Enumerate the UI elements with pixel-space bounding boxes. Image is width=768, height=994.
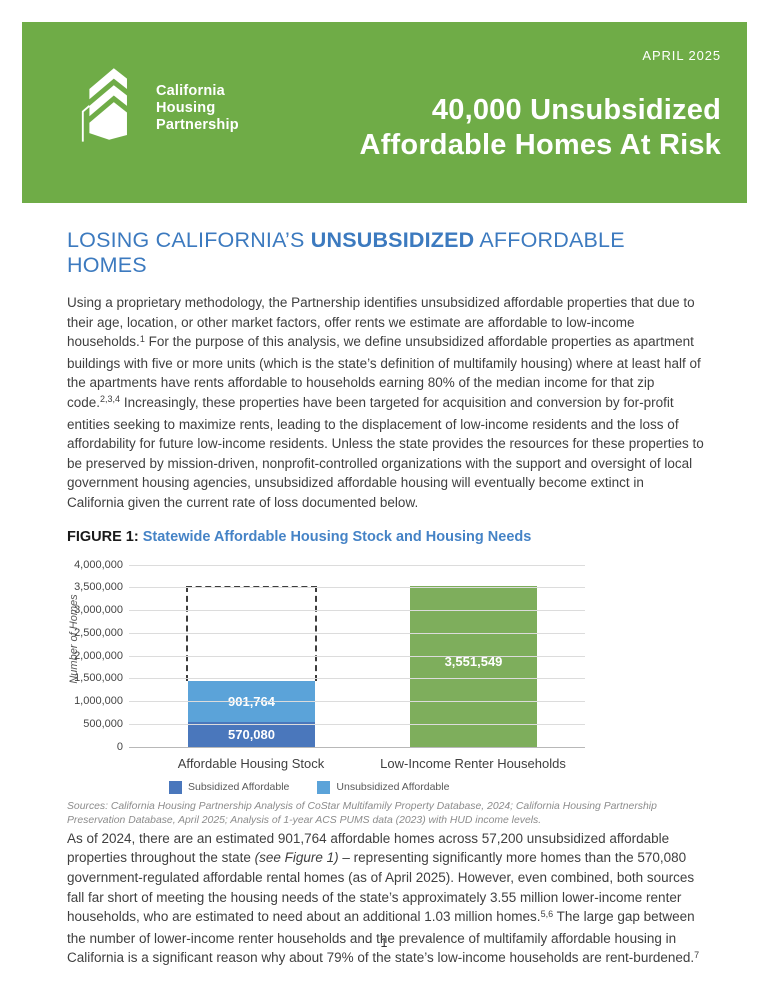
legend-item-subsidized: Subsidized Affordable (169, 780, 290, 794)
logo-line-1: California (156, 83, 225, 99)
page-content: LOSING CALIFORNIA’S UNSUBSIDIZED AFFORDA… (67, 228, 704, 970)
y-tick-label: 500,000 (83, 717, 123, 730)
legend-item-unsubsidized: Unsubsidized Affordable (317, 780, 450, 794)
chart-plot: 570,080 901,764 3,551,549 (129, 564, 585, 748)
footnote-ref-1: 1 (139, 333, 145, 344)
report-title-line-2: Affordable Homes At Risk (359, 129, 721, 161)
paragraph-1: Using a proprietary methodology, the Par… (67, 293, 704, 513)
footnote-ref-2-3-4: 2,3,4 (100, 394, 121, 405)
y-tick-label: 2,000,000 (74, 649, 123, 662)
legend-label-subsidized: Subsidized Affordable (188, 781, 290, 794)
page-number: 1 (380, 936, 388, 950)
figure-label: FIGURE 1: (67, 528, 139, 545)
heading-pre: LOSING CALIFORNIA’S (67, 228, 311, 252)
chart-legend: Subsidized Affordable Unsubsidized Affor… (169, 780, 450, 794)
gridline (129, 655, 585, 657)
para1-seg3: Increasingly, these properties have been… (67, 394, 704, 510)
bar-value-subsidized: 570,080 (228, 727, 275, 743)
para2-seg1: As of 2024, there are an estimated 901,7… (67, 830, 670, 866)
para2-seg3: The large gap between the number of lowe… (67, 909, 695, 966)
chp-logo: California Housing Partnership (80, 66, 239, 142)
sources-note: Sources: California Housing Partnership … (67, 800, 657, 827)
report-title: 40,000 Unsubsidized Affordable Homes At … (360, 93, 721, 163)
para1-seg1: Using a proprietary methodology, the Par… (67, 295, 695, 350)
gridline (129, 723, 585, 725)
bar-value-low-income: 3,551,549 (444, 653, 503, 669)
report-title-line-1: 40,000 Unsubsidized (431, 94, 721, 126)
para2-figure-reference: (see Figure 1) (254, 850, 339, 866)
para1-seg2: For the purpose of this analysis, we def… (67, 334, 701, 410)
y-tick-label: 3,500,000 (74, 581, 123, 594)
gridline (129, 632, 585, 634)
bar-low-income-households: 3,551,549 (410, 585, 537, 748)
header-banner: APRIL 2025 California Housing Partnershi… (22, 22, 747, 203)
chp-logo-text: California Housing Partnership (156, 83, 239, 134)
legend-swatch-unsubsidized (317, 780, 331, 794)
gridline (129, 610, 585, 612)
legend-swatch-subsidized (169, 780, 182, 794)
y-tick-label: 1,500,000 (74, 672, 123, 685)
gridline (129, 701, 585, 703)
figure-caption: FIGURE 1: Statewide Affordable Housing S… (67, 529, 704, 545)
y-tick-label: 3,000,000 (74, 604, 123, 617)
gridline (129, 746, 585, 748)
gridline (129, 564, 585, 566)
chp-logo-icon (80, 66, 142, 142)
logo-line-3: Partnership (156, 117, 239, 133)
logo-line-2: Housing (156, 100, 216, 116)
gridline (129, 587, 585, 589)
issue-date: APRIL 2025 (642, 48, 721, 63)
y-tick-label: 4,000,000 (74, 558, 123, 571)
footnote-ref-5-6: 5,6 (540, 908, 554, 919)
footnote-ref-7: 7 (694, 949, 700, 960)
heading-bold: UNSUBSIDIZED (310, 228, 475, 252)
figure-1-chart: Number of Homes 570,080 901,764 3,551,54… (67, 557, 704, 794)
bar-segment-subsidized: 570,080 (188, 721, 315, 748)
heading-post: AFFORDABLE HOMES (67, 228, 625, 277)
section-heading: LOSING CALIFORNIA’S UNSUBSIDIZED AFFORDA… (67, 228, 704, 278)
legend-label-unsubsidized: Unsubsidized Affordable (336, 781, 450, 794)
gridline (129, 678, 585, 680)
para2-seg2: – representing significantly more homes … (67, 850, 695, 925)
x-category-label-1: Affordable Housing Stock (177, 755, 325, 771)
y-tick-label: 0 (116, 740, 123, 753)
paragraph-2: As of 2024, there are an estimated 901,7… (67, 829, 704, 970)
figure-title: Statewide Affordable Housing Stock and H… (142, 528, 532, 545)
x-category-label-2: Low-Income Renter Households (380, 755, 566, 771)
y-tick-label: 2,500,000 (74, 626, 123, 639)
y-tick-label: 1,000,000 (74, 695, 123, 708)
